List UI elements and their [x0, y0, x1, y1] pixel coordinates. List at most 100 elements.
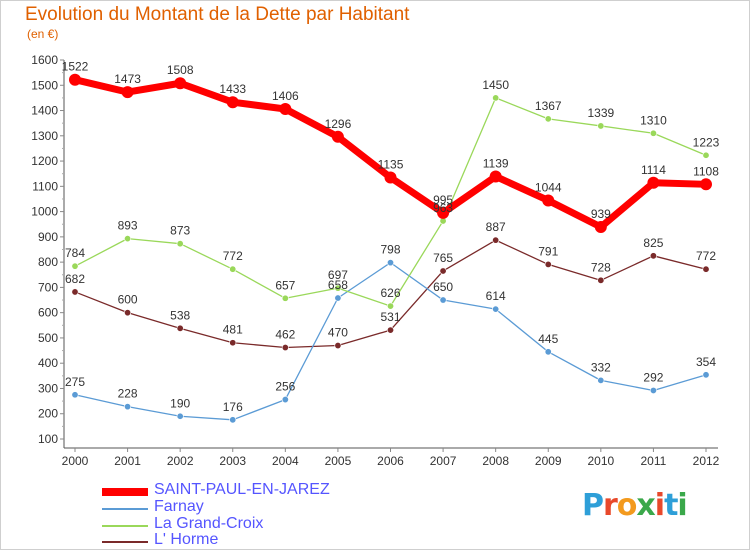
x-tick-label: 2008 [482, 454, 509, 468]
data-label: 600 [118, 293, 138, 307]
data-point [647, 176, 660, 189]
data-label: 1406 [272, 89, 299, 103]
chart-subtitle: (en €) [27, 27, 59, 41]
data-label: 658 [328, 278, 348, 292]
y-tick-label: 500 [38, 331, 58, 345]
x-tick-label: 2002 [167, 454, 194, 468]
x-tick-label: 2011 [641, 454, 667, 468]
y-tick-label: 400 [38, 356, 58, 370]
data-label: 1367 [535, 99, 562, 113]
data-point [700, 178, 712, 191]
x-tick-label: 2007 [430, 454, 457, 468]
data-label: 1450 [482, 78, 509, 92]
data-label: 481 [223, 323, 243, 337]
data-label: 470 [328, 326, 348, 340]
data-point [544, 260, 552, 268]
data-point [649, 129, 657, 137]
data-label: 190 [170, 396, 190, 410]
data-point [334, 342, 342, 350]
data-label: 332 [591, 360, 611, 374]
data-point [649, 386, 657, 394]
data-label: 963 [433, 201, 453, 215]
data-label: 657 [275, 278, 295, 292]
x-tick-label: 2006 [377, 454, 404, 468]
data-label: 1114 [641, 163, 666, 177]
data-label: 1433 [219, 82, 246, 96]
data-labels: 1522 1473 1508 1433 1406 1296 1135 995 1139 1044 9… [62, 60, 720, 414]
legend-label: L' Horme [154, 531, 219, 548]
data-label: 682 [65, 272, 85, 286]
data-point [544, 348, 552, 356]
data-point [229, 265, 237, 273]
data-point [702, 371, 710, 379]
data-point [69, 73, 81, 86]
data-label: 292 [643, 370, 663, 384]
x-tick-label: 2010 [587, 454, 614, 468]
data-label: 1310 [640, 113, 667, 127]
data-point [597, 122, 605, 130]
data-label: 873 [170, 224, 190, 238]
legend-swatch [102, 541, 148, 543]
data-point [124, 403, 132, 411]
chart-title: Evolution du Montant de la Dette par Hab… [25, 4, 410, 25]
data-point [176, 240, 184, 248]
data-point [124, 309, 132, 317]
data-label: 1296 [325, 117, 352, 131]
data-label: 462 [275, 328, 295, 342]
data-label: 798 [380, 243, 400, 257]
data-point [386, 259, 394, 267]
data-point [124, 235, 132, 243]
x-tick-label: 2009 [535, 454, 562, 468]
y-tick-label: 1100 [32, 179, 58, 193]
x-tick-label: 2005 [325, 454, 352, 468]
data-label: 354 [696, 355, 716, 369]
data-point [492, 236, 500, 244]
data-label: 784 [65, 246, 85, 260]
logo-letter: o [616, 488, 638, 523]
logo-letter: i [654, 488, 665, 523]
data-label: 228 [118, 387, 138, 401]
y-tick-label: 1600 [31, 53, 58, 67]
logo-letter: t [664, 488, 678, 523]
data-label: 1473 [114, 72, 141, 86]
data-label: 1044 [535, 180, 562, 194]
legend-swatch [102, 488, 148, 496]
data-point [542, 194, 555, 207]
data-point [121, 86, 134, 99]
data-point [439, 296, 447, 304]
data-point [279, 103, 292, 116]
x-tick-label: 2001 [114, 454, 141, 468]
y-tick-label: 600 [38, 306, 58, 320]
data-point [594, 221, 607, 234]
data-point [229, 339, 237, 347]
logo-letter: x [636, 488, 655, 523]
data-label: 995 [433, 193, 453, 207]
data-label: 1508 [167, 63, 194, 77]
data-point [176, 324, 184, 332]
data-point [492, 94, 500, 102]
y-tick-label: 1300 [31, 129, 58, 143]
data-label: 445 [538, 332, 558, 346]
data-label: 1339 [587, 106, 614, 120]
logo-letter: P [582, 488, 604, 523]
y-tick-label: 700 [38, 280, 58, 294]
data-point [229, 416, 237, 424]
data-point [386, 326, 394, 334]
legend-swatch [102, 525, 148, 527]
y-tick-label: 1000 [31, 205, 58, 219]
series-line [74, 76, 707, 231]
data-point [597, 376, 605, 384]
data-label: 275 [65, 375, 85, 389]
legend-label: La Grand-Croix [154, 515, 264, 532]
data-label: 697 [328, 268, 348, 282]
data-label: 791 [538, 244, 558, 258]
data-point [334, 294, 342, 302]
data-point [331, 130, 344, 143]
y-tick-label: 1400 [31, 104, 58, 118]
proxiti-logo: Proxiti [582, 488, 688, 523]
logo-letter: i [677, 488, 687, 523]
data-label: 887 [486, 220, 506, 234]
data-label: 176 [223, 400, 243, 414]
data-label: 1139 [483, 156, 509, 170]
